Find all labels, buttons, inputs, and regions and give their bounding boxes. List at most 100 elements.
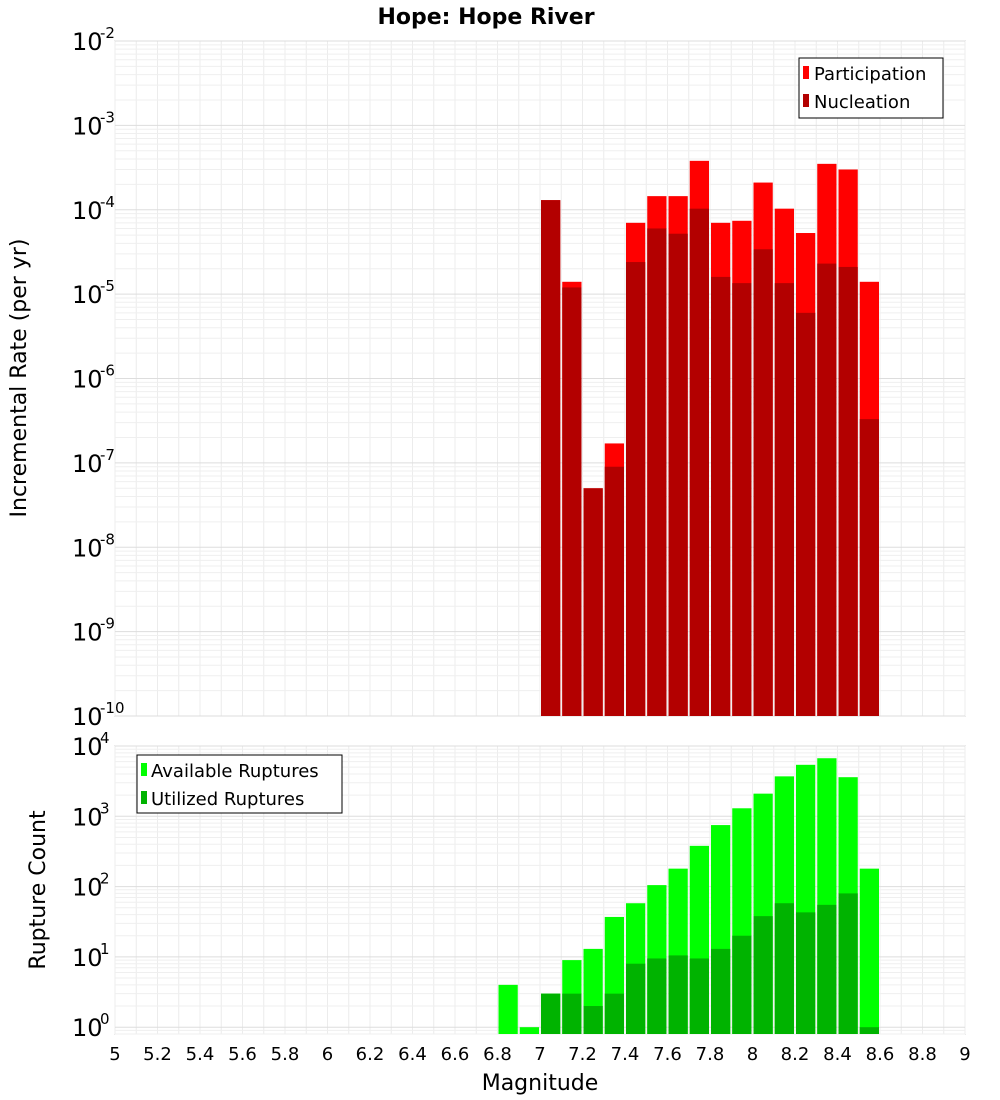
top-y-tick-base: 10	[72, 619, 103, 647]
legend-available-swatch	[141, 763, 147, 776]
nucleation-bar	[668, 233, 688, 716]
top-bars	[541, 160, 879, 717]
utilized-bar	[838, 893, 858, 1034]
x-tick-label: 7	[534, 1044, 545, 1065]
utilized-bar	[859, 1027, 879, 1034]
legend-participation-swatch	[803, 66, 809, 79]
top-y-tick-exponent: -7	[100, 446, 115, 464]
utilized-bar	[562, 993, 582, 1034]
x-tick-label: 8.6	[866, 1044, 895, 1065]
utilized-bar	[668, 955, 688, 1034]
utilized-bar	[774, 903, 794, 1034]
nucleation-bar	[796, 312, 816, 716]
top-gridlines	[114, 40, 966, 717]
top-y-tick-base: 10	[72, 28, 103, 56]
nucleation-bar	[583, 488, 603, 716]
top-y-tick-exponent: -2	[100, 24, 115, 42]
nucleation-bar	[647, 228, 667, 716]
utilized-bar	[711, 948, 731, 1034]
bottom-y-tick-base: 10	[72, 874, 103, 902]
available-bar	[498, 984, 518, 1034]
top-y-axis-label: Incremental Rate (per yr)	[7, 239, 32, 518]
x-tick-label: 5	[109, 1044, 120, 1065]
top-y-tick-exponent: -3	[100, 108, 115, 126]
x-tick-label: 5.8	[271, 1044, 300, 1065]
x-tick-label: 5.4	[186, 1044, 215, 1065]
bottom-bars	[498, 758, 879, 1034]
bottom-legend-box	[136, 754, 343, 814]
utilized-bar	[817, 904, 837, 1034]
legend-nucleation-label: Nucleation	[814, 92, 910, 113]
nucleation-bar	[541, 200, 561, 716]
nucleation-bar	[753, 249, 773, 716]
nucleation-bar	[711, 276, 731, 716]
x-tick-label: 8.8	[908, 1044, 937, 1065]
nucleation-bar	[626, 262, 646, 716]
bottom-y-tick-exponent: 1	[100, 940, 110, 958]
utilized-bar	[689, 958, 709, 1034]
participation-nucleation-plot: 10-210-310-410-510-610-710-810-910-10 In…	[7, 24, 966, 731]
x-tick-label: 7.2	[568, 1044, 597, 1065]
x-tick-label: 7.8	[696, 1044, 725, 1065]
bottom-y-tick-exponent: 0	[100, 1010, 110, 1028]
utilized-bar	[732, 935, 752, 1034]
x-tick-label: 8.4	[823, 1044, 852, 1065]
x-tick-label: 5.6	[228, 1044, 257, 1065]
utilized-bar	[541, 993, 561, 1034]
x-tick-label: 9	[959, 1044, 970, 1065]
bottom-y-axis-label: Rupture Count	[26, 810, 51, 970]
x-tick-label: 8.2	[781, 1044, 810, 1065]
utilized-bar	[796, 912, 816, 1034]
top-legend-box	[798, 57, 944, 119]
top-y-tick-base: 10	[72, 197, 103, 225]
bottom-y-tick-base: 10	[72, 1014, 103, 1042]
nucleation-bar	[732, 283, 752, 716]
x-tick-label: 8	[747, 1044, 758, 1065]
utilized-bar	[626, 963, 646, 1034]
top-y-tick-exponent: -6	[100, 362, 115, 380]
utilized-bar	[647, 958, 667, 1034]
x-tick-label: 7.4	[611, 1044, 640, 1065]
top-y-tick-base: 10	[72, 366, 103, 394]
nucleation-bar	[774, 283, 794, 716]
top-legend: Participation Nucleation	[798, 57, 944, 119]
legend-utilized-swatch	[141, 791, 147, 804]
nucleation-bar	[817, 263, 837, 716]
bottom-y-tick-base: 10	[72, 944, 103, 972]
utilized-bar	[753, 916, 773, 1034]
x-tick-label: 6.6	[441, 1044, 470, 1065]
top-y-tick-exponent: -10	[100, 699, 125, 717]
top-y-tick-base: 10	[72, 703, 103, 731]
bottom-y-tick-base: 10	[72, 733, 103, 761]
legend-utilized-label: Utilized Ruptures	[151, 789, 304, 810]
top-y-tick-exponent: -9	[100, 615, 115, 633]
legend-nucleation-swatch	[803, 94, 809, 107]
utilized-bar	[583, 1006, 603, 1034]
x-tick-label: 6.8	[483, 1044, 512, 1065]
top-y-tick-base: 10	[72, 534, 103, 562]
x-tick-labels: 5 5.2 5.4 5.6 5.8 6 6.2 6.4 6.6 6.8 7 7.2 7.4 7.6 7.8 8…	[109, 1044, 970, 1065]
available-bar	[859, 868, 879, 1034]
nucleation-bar	[562, 287, 582, 716]
top-y-tick-base: 10	[72, 281, 103, 309]
bottom-y-tick-exponent: 2	[100, 870, 110, 888]
x-axis-label: Magnitude	[482, 1071, 599, 1096]
x-tick-label: 7.6	[653, 1044, 682, 1065]
nucleation-bar	[859, 419, 879, 716]
bottom-y-tick-exponent: 3	[100, 799, 110, 817]
legend-participation-label: Participation	[814, 64, 926, 85]
top-y-tick-exponent: -4	[100, 193, 115, 211]
top-y-tick-base: 10	[72, 450, 103, 478]
x-tick-label: 6.4	[398, 1044, 427, 1065]
bottom-legend: Available Ruptures Utilized Ruptures	[136, 754, 343, 814]
top-y-tick-labels: 10-210-310-410-510-610-710-810-910-10	[72, 24, 125, 731]
x-tick-label: 6	[322, 1044, 333, 1065]
available-bar	[519, 1027, 539, 1034]
bottom-y-tick-base: 10	[72, 803, 103, 831]
x-tick-label: 6.2	[356, 1044, 385, 1065]
chart-title: Hope: Hope River	[377, 5, 594, 30]
top-y-tick-exponent: -5	[100, 277, 115, 295]
utilized-bar	[604, 993, 624, 1034]
